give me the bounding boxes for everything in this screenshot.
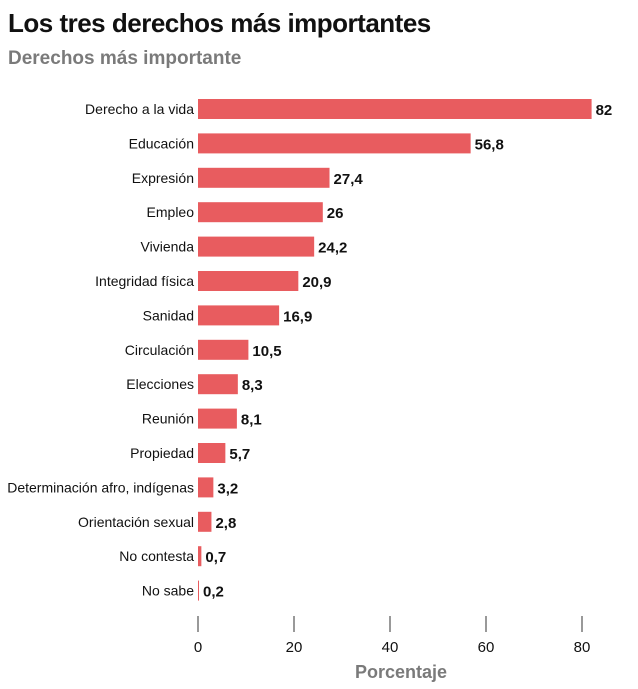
- value-label: 56,8: [475, 136, 504, 153]
- bar: [198, 546, 202, 567]
- x-tick-label: 40: [382, 639, 399, 656]
- category-label: No contesta: [119, 548, 194, 564]
- bar: [198, 236, 315, 257]
- category-label: No sabe: [142, 583, 194, 599]
- value-label: 82: [596, 102, 613, 119]
- value-label: 24,2: [318, 240, 347, 257]
- bar: [198, 580, 199, 601]
- value-label: 2,8: [215, 515, 236, 532]
- bar: [198, 133, 471, 154]
- category-label: Derecho a la vida: [85, 101, 194, 117]
- category-label: Reunión: [142, 411, 194, 427]
- value-label: 0,7: [205, 549, 226, 566]
- category-label: Sanidad: [143, 307, 194, 323]
- bar: [198, 443, 226, 463]
- bar: [198, 202, 323, 223]
- category-label: Vivienda: [141, 239, 195, 255]
- value-label: 8,1: [241, 412, 262, 429]
- category-label: Educación: [129, 135, 194, 151]
- x-axis-title: Porcentaje: [355, 662, 447, 682]
- value-label: 0,2: [203, 584, 224, 601]
- bar: [198, 408, 237, 429]
- bar: [198, 271, 299, 291]
- bar: [198, 374, 238, 395]
- value-label: 16,9: [283, 308, 312, 325]
- value-label: 27,4: [334, 171, 364, 188]
- value-label: 10,5: [252, 343, 281, 360]
- category-label: Empleo: [147, 204, 195, 220]
- chart-subtitle: Derechos más importante: [8, 48, 242, 69]
- category-label: Orientación sexual: [78, 514, 194, 530]
- value-label: 20,9: [302, 274, 331, 291]
- bar: [198, 167, 330, 188]
- category-label: Expresión: [132, 170, 194, 186]
- value-label: 26: [327, 205, 344, 222]
- bar: [198, 511, 212, 532]
- category-label: Determinación afro, indígenas: [7, 479, 194, 495]
- x-tick-label: 60: [478, 639, 495, 656]
- category-label: Propiedad: [130, 445, 194, 461]
- x-tick-label: 80: [574, 639, 591, 656]
- category-label: Integridad física: [95, 273, 194, 289]
- bar: [198, 305, 280, 326]
- value-label: 3,2: [217, 480, 238, 497]
- bar: [198, 477, 214, 498]
- bar: [198, 99, 592, 119]
- value-label: 5,7: [229, 446, 250, 463]
- x-tick-label: 20: [286, 639, 303, 656]
- category-label: Elecciones: [126, 376, 194, 392]
- category-label: Circulación: [125, 342, 194, 358]
- x-tick-label: 0: [194, 639, 202, 656]
- chart-title: Los tres derechos más importantes: [8, 8, 431, 38]
- bar: [198, 339, 249, 360]
- value-label: 8,3: [242, 377, 263, 394]
